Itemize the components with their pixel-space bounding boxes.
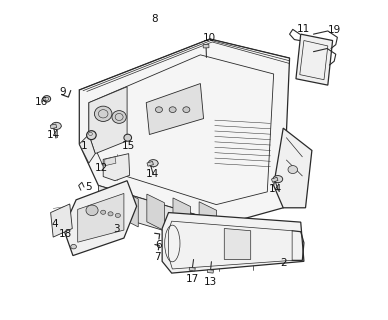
Ellipse shape bbox=[100, 210, 106, 214]
Text: 12: 12 bbox=[95, 163, 108, 173]
Text: 11: 11 bbox=[297, 24, 310, 34]
Polygon shape bbox=[78, 194, 124, 242]
Text: 16: 16 bbox=[35, 97, 48, 107]
Text: 2: 2 bbox=[280, 258, 286, 268]
Ellipse shape bbox=[94, 106, 112, 122]
Text: 3: 3 bbox=[114, 223, 120, 234]
Polygon shape bbox=[146, 84, 204, 134]
Polygon shape bbox=[105, 157, 116, 166]
Polygon shape bbox=[173, 198, 191, 235]
Polygon shape bbox=[208, 270, 213, 273]
Polygon shape bbox=[272, 177, 278, 182]
Text: 7: 7 bbox=[154, 252, 161, 262]
Text: 1: 1 bbox=[81, 141, 87, 151]
Ellipse shape bbox=[156, 107, 163, 113]
Polygon shape bbox=[121, 190, 138, 227]
Ellipse shape bbox=[43, 96, 50, 102]
Polygon shape bbox=[99, 186, 226, 249]
Ellipse shape bbox=[288, 165, 298, 173]
Ellipse shape bbox=[115, 213, 120, 218]
Ellipse shape bbox=[87, 131, 96, 140]
Text: 14: 14 bbox=[146, 169, 159, 179]
Text: 9: 9 bbox=[59, 87, 66, 98]
Polygon shape bbox=[79, 134, 95, 163]
Polygon shape bbox=[203, 44, 209, 48]
Ellipse shape bbox=[52, 122, 61, 130]
Ellipse shape bbox=[71, 244, 76, 249]
Polygon shape bbox=[147, 161, 153, 166]
Ellipse shape bbox=[273, 176, 283, 183]
Polygon shape bbox=[103, 154, 130, 181]
Ellipse shape bbox=[148, 160, 158, 167]
Ellipse shape bbox=[183, 107, 190, 113]
Polygon shape bbox=[50, 204, 72, 237]
Text: 17: 17 bbox=[186, 275, 199, 284]
Polygon shape bbox=[189, 267, 195, 271]
Polygon shape bbox=[162, 212, 304, 273]
Text: 18: 18 bbox=[59, 229, 73, 239]
Polygon shape bbox=[63, 181, 137, 256]
Polygon shape bbox=[224, 228, 251, 260]
Ellipse shape bbox=[86, 205, 98, 216]
Text: 8: 8 bbox=[151, 14, 158, 24]
Polygon shape bbox=[296, 34, 333, 85]
Text: 10: 10 bbox=[203, 33, 216, 43]
Text: 14: 14 bbox=[47, 130, 60, 140]
Text: 6: 6 bbox=[155, 240, 162, 250]
Text: 15: 15 bbox=[122, 141, 135, 151]
Text: 4: 4 bbox=[52, 219, 58, 229]
Text: 19: 19 bbox=[327, 25, 341, 35]
Ellipse shape bbox=[112, 111, 126, 123]
Polygon shape bbox=[199, 202, 217, 238]
Polygon shape bbox=[79, 39, 289, 224]
Ellipse shape bbox=[124, 134, 132, 141]
Polygon shape bbox=[89, 87, 127, 154]
Polygon shape bbox=[50, 124, 57, 129]
Ellipse shape bbox=[169, 107, 176, 113]
Text: 5: 5 bbox=[85, 182, 92, 192]
Text: 13: 13 bbox=[204, 277, 217, 287]
Ellipse shape bbox=[108, 212, 113, 216]
Polygon shape bbox=[274, 128, 312, 208]
Text: 14: 14 bbox=[268, 184, 282, 194]
Polygon shape bbox=[147, 194, 165, 231]
